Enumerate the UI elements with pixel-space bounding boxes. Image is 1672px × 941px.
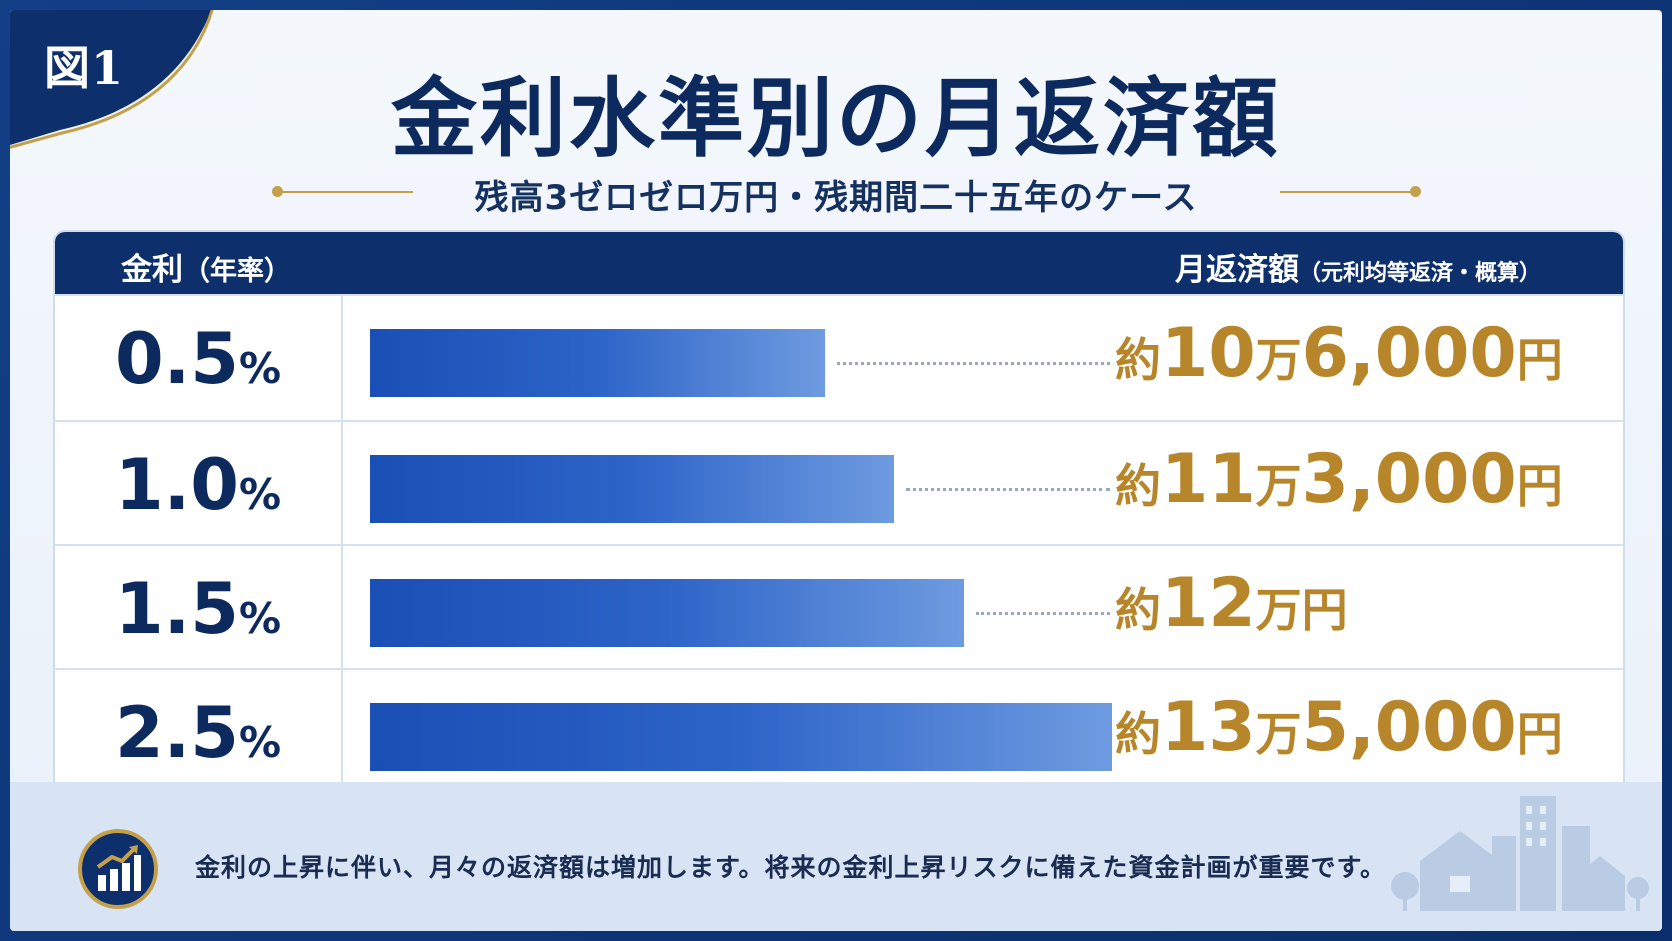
rate-label: 2.5% — [55, 692, 341, 774]
chart-growth-glyph — [96, 845, 141, 891]
amount-unit-man: 万 — [1255, 333, 1302, 387]
table-header: 金利（年率） 月返済額（元利均等返済・概算） — [55, 232, 1623, 296]
amount-main: 11 — [1161, 440, 1256, 519]
amount-unit-yen: 円 — [1516, 459, 1563, 513]
payment-amount: 約10万6,000円 — [1115, 314, 1563, 393]
subtitle-dot-right — [1410, 186, 1421, 197]
header-rate-label: 金利 — [121, 252, 183, 288]
chart-growth-icon — [78, 829, 158, 909]
amount-prefix: 約 — [1115, 583, 1161, 637]
payment-amount: 約13万5,000円 — [1115, 688, 1563, 767]
rate-unit: % — [238, 718, 282, 767]
amount-unit-yen: 円 — [1301, 583, 1348, 637]
header-payment-note: （元利均等返済・概算） — [1298, 261, 1541, 286]
figure-badge-shape — [10, 10, 214, 149]
header-rate-paren: （年率） — [183, 256, 291, 287]
figure-panel: 図1 金利水準別の月返済額 残高3ゼロゼロ万円・残期間二十五年のケース 金利（年… — [10, 10, 1662, 931]
amount-unit-man: 万 — [1255, 707, 1302, 761]
payment-amount: 約11万3,000円 — [1115, 440, 1563, 519]
amount-main: 13 — [1161, 688, 1256, 767]
rate-label: 0.5% — [55, 318, 341, 400]
rate-value: 0.5 — [114, 318, 239, 400]
header-rate: 金利（年率） — [121, 244, 291, 289]
rate-unit: % — [238, 594, 282, 643]
footer-note: 金利の上昇に伴い、月々の返済額は増加します。将来の金利上昇リスクに備えた資金計画… — [10, 782, 1662, 931]
payment-bar — [370, 579, 964, 647]
amount-unit-man: 万 — [1255, 583, 1302, 637]
rate-label: 1.0% — [55, 444, 341, 526]
rate-value: 1.0 — [114, 444, 239, 526]
payment-amount: 約12万円 — [1115, 564, 1348, 643]
figure-badge: 図1 — [10, 10, 215, 160]
subtitle-dot-left — [272, 186, 283, 197]
amount-rest: 5,000 — [1301, 688, 1517, 767]
amount-unit-man: 万 — [1255, 459, 1302, 513]
city-illustration-icon — [1391, 796, 1649, 911]
amount-rest: 6,000 — [1301, 314, 1517, 393]
leader-line — [976, 612, 1110, 615]
column-divider — [341, 296, 343, 800]
header-payment: 月返済額（元利均等返済・概算） — [1175, 244, 1541, 289]
chart-title: 金利水準別の月返済額 — [391, 68, 1281, 169]
rate-table: 金利（年率） 月返済額（元利均等返済・概算） 0.5% 約10万6,000円 1.0… — [53, 230, 1625, 802]
table-row: 0.5% 約10万6,000円 — [55, 294, 1623, 419]
amount-prefix: 約 — [1115, 459, 1161, 513]
chart-subtitle: 残高3ゼロゼロ万円・残期間二十五年のケース — [474, 178, 1198, 218]
amount-unit-yen: 円 — [1516, 707, 1563, 761]
table-row: 1.5% 約12万円 — [55, 544, 1623, 669]
rate-value: 2.5 — [114, 692, 239, 774]
rate-unit: % — [238, 470, 282, 519]
amount-rest: 3,000 — [1301, 440, 1517, 519]
payment-bar — [370, 455, 894, 523]
table-row: 1.0% 約11万3,000円 — [55, 420, 1623, 545]
amount-main: 10 — [1161, 314, 1256, 393]
payment-bar — [370, 329, 825, 397]
rate-value: 1.5 — [114, 568, 239, 650]
footer-text: 金利の上昇に伴い、月々の返済額は増加します。将来の金利上昇リスクに備えた資金計画… — [195, 853, 1387, 882]
amount-prefix: 約 — [1115, 333, 1161, 387]
figure-label: 図1 — [44, 41, 125, 95]
amount-prefix: 約 — [1115, 707, 1161, 761]
header-payment-label: 月返済額 — [1174, 252, 1299, 288]
amount-unit-yen: 円 — [1516, 333, 1563, 387]
subtitle-rule-left — [278, 191, 413, 193]
rate-unit: % — [238, 344, 282, 393]
leader-line — [906, 488, 1110, 491]
amount-main: 12 — [1161, 564, 1256, 643]
rate-label: 1.5% — [55, 568, 341, 650]
leader-line — [837, 362, 1110, 365]
subtitle-row: 残高3ゼロゼロ万円・残期間二十五年のケース — [10, 170, 1662, 218]
table-row: 2.5% 約13万5,000円 — [55, 668, 1623, 793]
payment-bar — [370, 703, 1112, 771]
subtitle-rule-right — [1280, 191, 1415, 193]
